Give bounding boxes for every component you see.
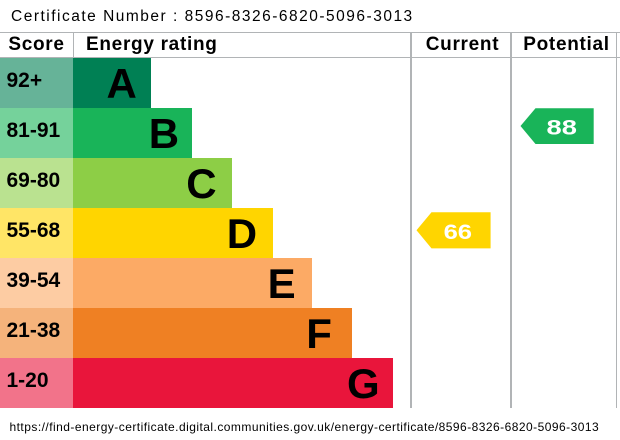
svg-text:66: 66 [444,220,472,243]
svg-text:88: 88 [546,117,576,140]
